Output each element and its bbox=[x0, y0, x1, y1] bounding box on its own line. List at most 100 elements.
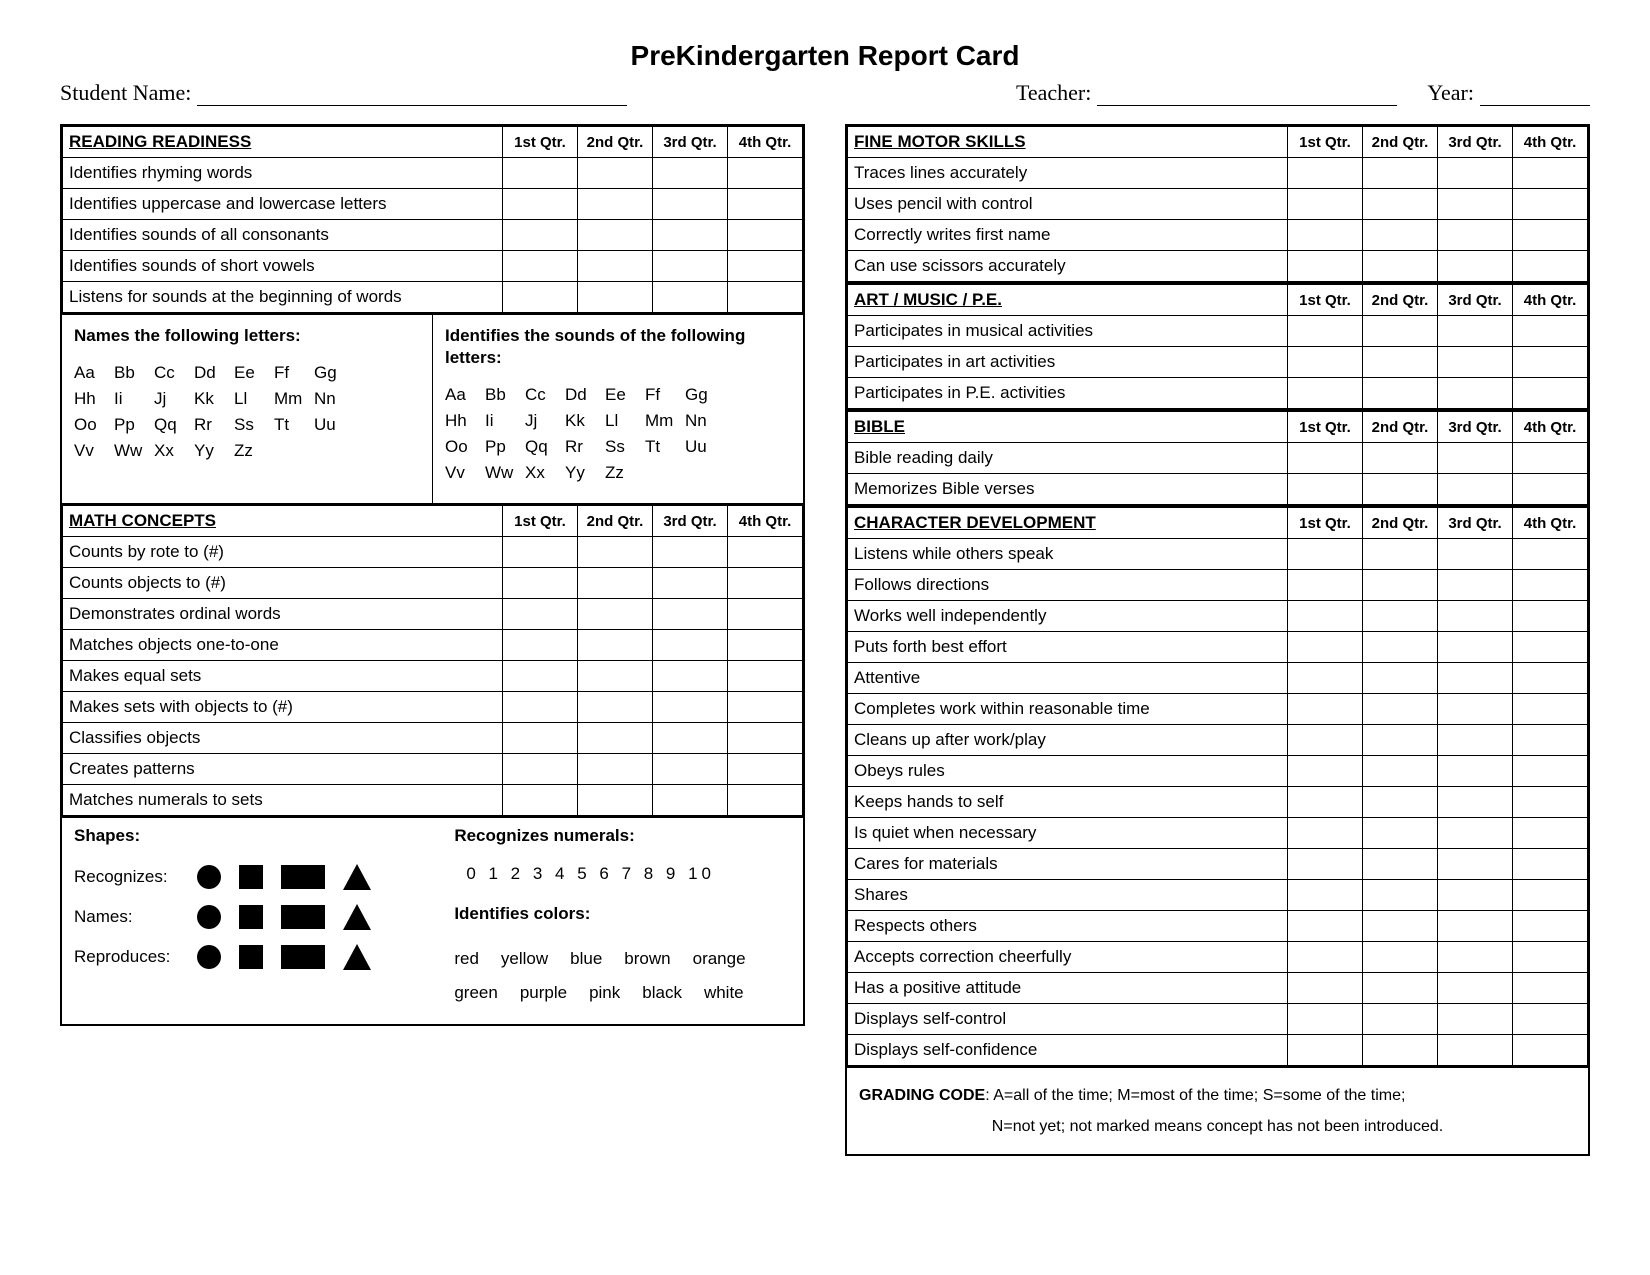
qtr-cell[interactable] bbox=[1438, 316, 1513, 347]
qtr-cell[interactable] bbox=[1513, 849, 1588, 880]
qtr-cell[interactable] bbox=[1438, 663, 1513, 694]
qtr-cell[interactable] bbox=[1288, 347, 1363, 378]
qtr-cell[interactable] bbox=[1363, 818, 1438, 849]
qtr-cell[interactable] bbox=[578, 568, 653, 599]
qtr-cell[interactable] bbox=[1288, 570, 1363, 601]
qtr-cell[interactable] bbox=[653, 189, 728, 220]
qtr-cell[interactable] bbox=[1438, 849, 1513, 880]
qtr-cell[interactable] bbox=[503, 661, 578, 692]
qtr-cell[interactable] bbox=[503, 537, 578, 568]
qtr-cell[interactable] bbox=[653, 630, 728, 661]
qtr-cell[interactable] bbox=[1288, 539, 1363, 570]
qtr-cell[interactable] bbox=[1513, 663, 1588, 694]
qtr-cell[interactable] bbox=[578, 537, 653, 568]
qtr-cell[interactable] bbox=[1363, 189, 1438, 220]
qtr-cell[interactable] bbox=[1363, 725, 1438, 756]
qtr-cell[interactable] bbox=[1363, 316, 1438, 347]
qtr-cell[interactable] bbox=[653, 251, 728, 282]
qtr-cell[interactable] bbox=[728, 723, 803, 754]
qtr-cell[interactable] bbox=[1288, 1035, 1363, 1066]
qtr-cell[interactable] bbox=[1513, 632, 1588, 663]
qtr-cell[interactable] bbox=[1288, 849, 1363, 880]
qtr-cell[interactable] bbox=[1438, 220, 1513, 251]
qtr-cell[interactable] bbox=[1513, 725, 1588, 756]
qtr-cell[interactable] bbox=[1513, 220, 1588, 251]
qtr-cell[interactable] bbox=[578, 158, 653, 189]
qtr-cell[interactable] bbox=[1288, 158, 1363, 189]
qtr-cell[interactable] bbox=[1438, 601, 1513, 632]
qtr-cell[interactable] bbox=[653, 568, 728, 599]
qtr-cell[interactable] bbox=[503, 220, 578, 251]
qtr-cell[interactable] bbox=[1438, 158, 1513, 189]
qtr-cell[interactable] bbox=[728, 692, 803, 723]
qtr-cell[interactable] bbox=[1513, 539, 1588, 570]
qtr-cell[interactable] bbox=[1288, 1004, 1363, 1035]
qtr-cell[interactable] bbox=[1438, 570, 1513, 601]
qtr-cell[interactable] bbox=[1288, 756, 1363, 787]
qtr-cell[interactable] bbox=[1438, 1004, 1513, 1035]
qtr-cell[interactable] bbox=[653, 723, 728, 754]
qtr-cell[interactable] bbox=[1513, 756, 1588, 787]
qtr-cell[interactable] bbox=[1288, 378, 1363, 409]
qtr-cell[interactable] bbox=[503, 630, 578, 661]
qtr-cell[interactable] bbox=[1363, 474, 1438, 505]
qtr-cell[interactable] bbox=[503, 282, 578, 313]
qtr-cell[interactable] bbox=[1363, 220, 1438, 251]
qtr-cell[interactable] bbox=[578, 661, 653, 692]
qtr-cell[interactable] bbox=[578, 692, 653, 723]
qtr-cell[interactable] bbox=[578, 754, 653, 785]
qtr-cell[interactable] bbox=[1363, 849, 1438, 880]
qtr-cell[interactable] bbox=[1288, 316, 1363, 347]
qtr-cell[interactable] bbox=[1363, 601, 1438, 632]
qtr-cell[interactable] bbox=[1513, 251, 1588, 282]
qtr-cell[interactable] bbox=[503, 723, 578, 754]
qtr-cell[interactable] bbox=[1363, 694, 1438, 725]
qtr-cell[interactable] bbox=[1438, 378, 1513, 409]
qtr-cell[interactable] bbox=[1438, 756, 1513, 787]
qtr-cell[interactable] bbox=[1288, 251, 1363, 282]
qtr-cell[interactable] bbox=[1363, 756, 1438, 787]
qtr-cell[interactable] bbox=[1438, 880, 1513, 911]
qtr-cell[interactable] bbox=[1438, 787, 1513, 818]
qtr-cell[interactable] bbox=[1363, 539, 1438, 570]
qtr-cell[interactable] bbox=[653, 537, 728, 568]
qtr-cell[interactable] bbox=[728, 189, 803, 220]
qtr-cell[interactable] bbox=[1363, 570, 1438, 601]
qtr-cell[interactable] bbox=[1288, 601, 1363, 632]
qtr-cell[interactable] bbox=[1513, 787, 1588, 818]
qtr-cell[interactable] bbox=[1438, 443, 1513, 474]
qtr-cell[interactable] bbox=[503, 189, 578, 220]
qtr-cell[interactable] bbox=[1513, 942, 1588, 973]
qtr-cell[interactable] bbox=[1288, 663, 1363, 694]
qtr-cell[interactable] bbox=[1438, 911, 1513, 942]
qtr-cell[interactable] bbox=[1438, 347, 1513, 378]
qtr-cell[interactable] bbox=[1438, 725, 1513, 756]
qtr-cell[interactable] bbox=[1438, 539, 1513, 570]
qtr-cell[interactable] bbox=[1363, 1035, 1438, 1066]
qtr-cell[interactable] bbox=[1513, 1035, 1588, 1066]
qtr-cell[interactable] bbox=[578, 189, 653, 220]
qtr-cell[interactable] bbox=[653, 661, 728, 692]
qtr-cell[interactable] bbox=[1363, 158, 1438, 189]
qtr-cell[interactable] bbox=[503, 599, 578, 630]
qtr-cell[interactable] bbox=[1363, 378, 1438, 409]
qtr-cell[interactable] bbox=[578, 282, 653, 313]
qtr-cell[interactable] bbox=[1513, 911, 1588, 942]
qtr-cell[interactable] bbox=[1513, 443, 1588, 474]
qtr-cell[interactable] bbox=[1513, 474, 1588, 505]
qtr-cell[interactable] bbox=[728, 537, 803, 568]
qtr-cell[interactable] bbox=[578, 723, 653, 754]
qtr-cell[interactable] bbox=[503, 692, 578, 723]
qtr-cell[interactable] bbox=[1438, 973, 1513, 1004]
qtr-cell[interactable] bbox=[728, 754, 803, 785]
qtr-cell[interactable] bbox=[1363, 973, 1438, 1004]
qtr-cell[interactable] bbox=[1288, 632, 1363, 663]
qtr-cell[interactable] bbox=[728, 785, 803, 816]
qtr-cell[interactable] bbox=[1513, 189, 1588, 220]
qtr-cell[interactable] bbox=[728, 661, 803, 692]
qtr-cell[interactable] bbox=[578, 220, 653, 251]
qtr-cell[interactable] bbox=[1363, 911, 1438, 942]
qtr-cell[interactable] bbox=[1513, 818, 1588, 849]
qtr-cell[interactable] bbox=[1513, 570, 1588, 601]
teacher-line[interactable] bbox=[1097, 83, 1397, 106]
